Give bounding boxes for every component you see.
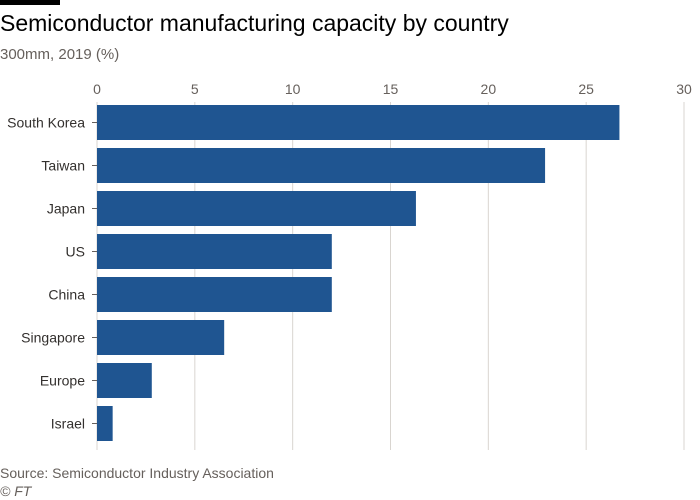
x-tick-label: 0: [93, 81, 101, 97]
x-tick-label: 20: [481, 81, 497, 97]
bar-south-korea: [97, 105, 620, 140]
x-tick-label: 15: [383, 81, 399, 97]
category-label: China: [48, 287, 85, 303]
bar-chart: 0 5 10 15 20 25 30 South Korea Taiwan Japan US Chin…: [7, 81, 692, 450]
chart-title: Semiconductor manufacturing capacity by …: [0, 10, 509, 36]
bar-israel: [97, 406, 113, 441]
chart-subtitle: 300mm, 2019 (%): [0, 46, 120, 63]
copyright-note: © FT: [0, 483, 32, 499]
category-label: Singapore: [21, 330, 85, 346]
category-label: Taiwan: [41, 158, 85, 174]
x-tick-label: 10: [285, 81, 301, 97]
bar-singapore: [97, 320, 225, 355]
x-tick-label: 30: [676, 81, 692, 97]
category-label: Israel: [51, 416, 85, 432]
labels-layer: 0 5 10 15 20 25 30 South Korea Taiwan Japan US Chin…: [7, 81, 692, 432]
category-label: South Korea: [7, 115, 85, 131]
category-label: Europe: [40, 373, 85, 389]
bar-japan: [97, 191, 416, 226]
bar-europe: [97, 363, 152, 398]
source-note: Source: Semiconductor Industry Associati…: [0, 465, 274, 481]
bar-taiwan: [97, 148, 546, 183]
category-label: Japan: [47, 201, 85, 217]
top-rule: [0, 0, 60, 5]
bar-us: [97, 234, 332, 269]
bar-china: [97, 277, 332, 312]
bars-layer: [97, 105, 620, 441]
category-label: US: [66, 244, 85, 260]
x-tick-label: 25: [578, 81, 594, 97]
x-tick-label: 5: [191, 81, 199, 97]
